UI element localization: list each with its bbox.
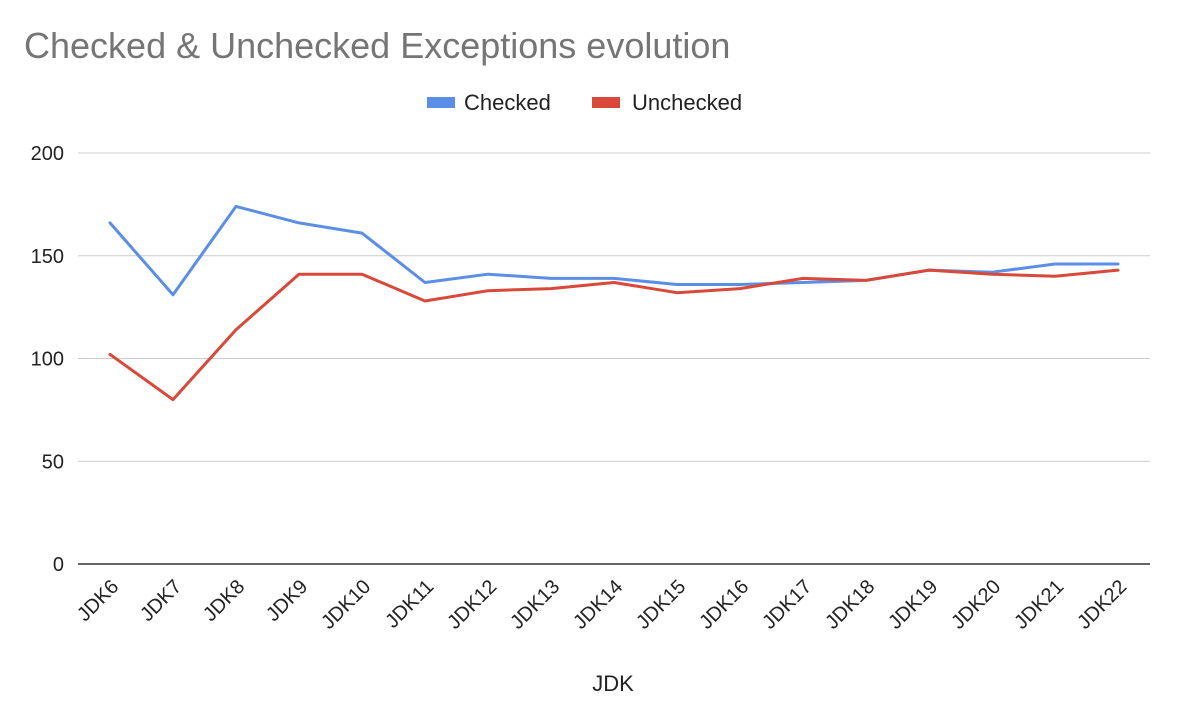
chart-title: Checked & Unchecked Exceptions evolution [24, 25, 730, 66]
legend: Checked Unchecked [427, 90, 742, 115]
x-tick-label: JDK21 [1010, 576, 1068, 634]
y-tick-label: 100 [31, 349, 64, 371]
x-tick-label: JDK10 [317, 576, 375, 634]
series-lines [108, 204, 1120, 402]
legend-swatch-checked [427, 97, 455, 108]
y-tick-label: 200 [31, 143, 64, 165]
x-tick-label: JDK12 [443, 576, 501, 634]
x-tick-label: JDK15 [632, 576, 690, 634]
legend-label-unchecked: Unchecked [632, 90, 742, 115]
x-tick-label: JDK19 [884, 576, 942, 634]
x-tick-label: JDK22 [1073, 576, 1131, 634]
x-tick-label: JDK11 [381, 576, 438, 633]
x-tick-label: JDK20 [947, 576, 1005, 634]
x-tick-label: JDK6 [73, 576, 123, 626]
x-tick-label: JDK17 [758, 576, 816, 634]
x-tick-label: JDK14 [569, 576, 627, 634]
x-tick-label: JDK18 [821, 576, 879, 634]
y-tick-label: 150 [31, 246, 64, 268]
legend-swatch-unchecked [592, 97, 620, 108]
y-axis-ticks: 0 50 100 150 200 [31, 143, 64, 576]
x-tick-label: JDK16 [695, 576, 753, 634]
x-tick-label: JDK7 [136, 576, 186, 626]
x-axis-ticks: JDK6 JDK7 JDK8 JDK9 JDK10 JDK11 JDK12 JDK13 JDK1… [73, 576, 1131, 634]
y-tick-label: 0 [53, 554, 64, 576]
x-tick-label: JDK8 [199, 576, 249, 626]
gridlines [78, 152, 1150, 462]
y-tick-label: 50 [42, 451, 64, 473]
legend-label-checked: Checked [464, 90, 551, 115]
x-tick-label: JDK13 [506, 576, 564, 634]
x-axis-title: JDK [592, 671, 634, 696]
x-tick-label: JDK9 [262, 576, 312, 626]
series-line-unchecked [108, 268, 1120, 402]
